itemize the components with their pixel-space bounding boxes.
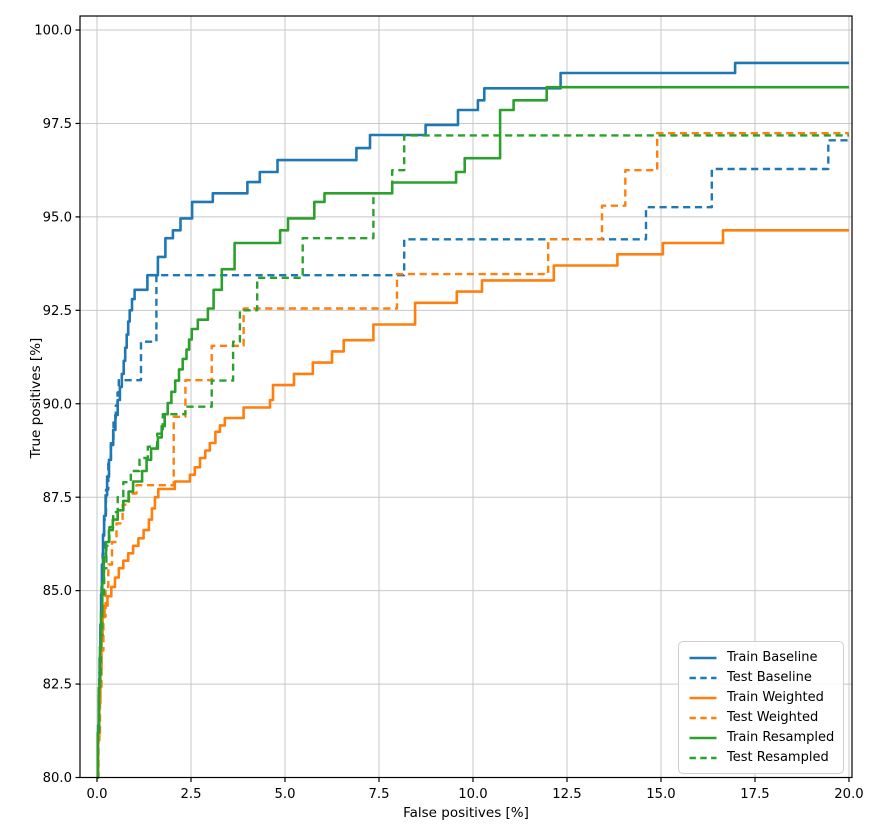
y-tick-label: 95.0 [43,210,72,225]
x-tick-label: 20.0 [834,787,863,802]
series-test-resampled [96,134,849,779]
legend-item-test-weighted: Test Weighted [688,708,835,727]
legend-item-train-baseline: Train Baseline [688,648,835,667]
legend: Train Baseline Test Baseline Train Weigh… [678,641,844,774]
axes-spines [79,15,853,779]
y-tick-label: 97.5 [43,117,72,132]
x-tick-label: 10.0 [458,787,487,802]
test-weighted-line-sample-icon [689,716,717,719]
legend-item-test-resampled: Test Resampled [688,748,835,767]
y-tick-label: 87.5 [43,491,72,506]
x-tick-label: 17.5 [740,787,769,802]
legend-label: Train Resampled [727,730,835,745]
y-tick-label: 100.0 [34,24,72,39]
y-tick-label: 82.5 [43,678,72,693]
y-tick-label: 85.0 [43,584,72,599]
legend-label: Test Resampled [727,750,829,765]
series-train-weighted [96,229,849,779]
x-tick-label: 2.5 [181,787,202,802]
legend-item-test-baseline: Test Baseline [688,668,835,687]
y-tick-label: 80.0 [43,771,72,786]
x-tick-label: 7.5 [369,787,390,802]
legend-label: Train Weighted [727,690,824,705]
series-test-weighted [97,132,849,779]
x-tick-label: 12.5 [552,787,581,802]
series-train-resampled [96,85,849,779]
x-tick-label: 5.0 [275,787,296,802]
test-resampled-line-sample-icon [689,756,717,759]
legend-label: Train Baseline [727,650,818,665]
x-axis-label: False positives [%] [403,805,529,821]
y-axis-label: True positives [%] [28,337,44,459]
legend-item-train-resampled: Train Resampled [688,728,835,747]
train-baseline-line-sample-icon [689,656,717,659]
legend-label: Test Baseline [727,670,812,685]
y-tick-label: 90.0 [43,397,72,412]
test-baseline-line-sample-icon [689,676,717,679]
legend-item-train-weighted: Train Weighted [688,688,835,707]
legend-label: Test Weighted [727,710,819,725]
train-weighted-line-sample-icon [689,696,717,699]
x-tick-label: 0.0 [87,787,108,802]
x-tick-label: 15.0 [646,787,675,802]
y-tick-label: 92.5 [43,304,72,319]
train-resampled-line-sample-icon [689,736,717,739]
